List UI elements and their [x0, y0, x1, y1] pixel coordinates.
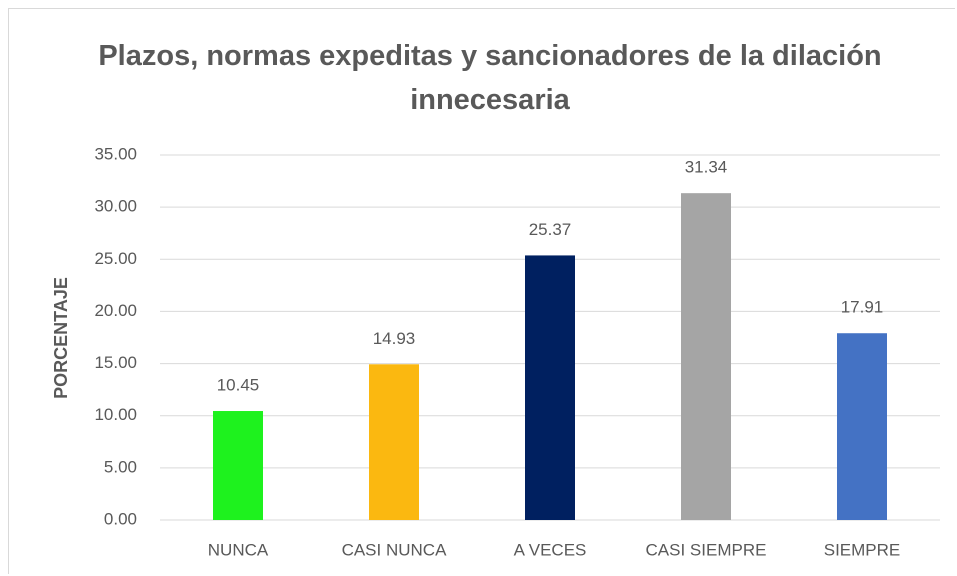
y-tick-label: 15.00	[94, 353, 137, 372]
x-tick-label: SIEMPRE	[824, 540, 901, 559]
bar	[681, 193, 731, 520]
data-label: 14.93	[373, 329, 416, 348]
chart-title: Plazos, normas expeditas y sancionadores…	[98, 40, 882, 116]
x-tick-label: A VECES	[514, 540, 587, 559]
x-tick-label: CASI SIEMPRE	[646, 540, 767, 559]
bar	[837, 333, 887, 520]
data-label: 25.37	[529, 220, 572, 239]
y-tick-label: 0.00	[104, 509, 137, 528]
y-tick-label: 5.00	[104, 457, 137, 476]
bar	[213, 411, 263, 520]
bar	[369, 364, 419, 520]
y-tick-label: 25.00	[94, 249, 137, 268]
data-label: 10.45	[217, 376, 260, 395]
chart-frame	[8, 8, 955, 574]
data-label: 17.91	[841, 298, 884, 317]
bar	[525, 255, 575, 521]
y-axis-label: PORCENTAJE	[51, 277, 71, 399]
y-tick-label: 30.00	[94, 197, 137, 216]
x-tick-label: NUNCA	[208, 540, 269, 559]
y-tick-label: 10.00	[94, 405, 137, 424]
y-tick-label: 35.00	[94, 144, 137, 163]
data-label: 31.34	[685, 158, 728, 177]
x-tick-label: CASI NUNCA	[342, 540, 448, 559]
y-tick-label: 20.00	[94, 301, 137, 320]
